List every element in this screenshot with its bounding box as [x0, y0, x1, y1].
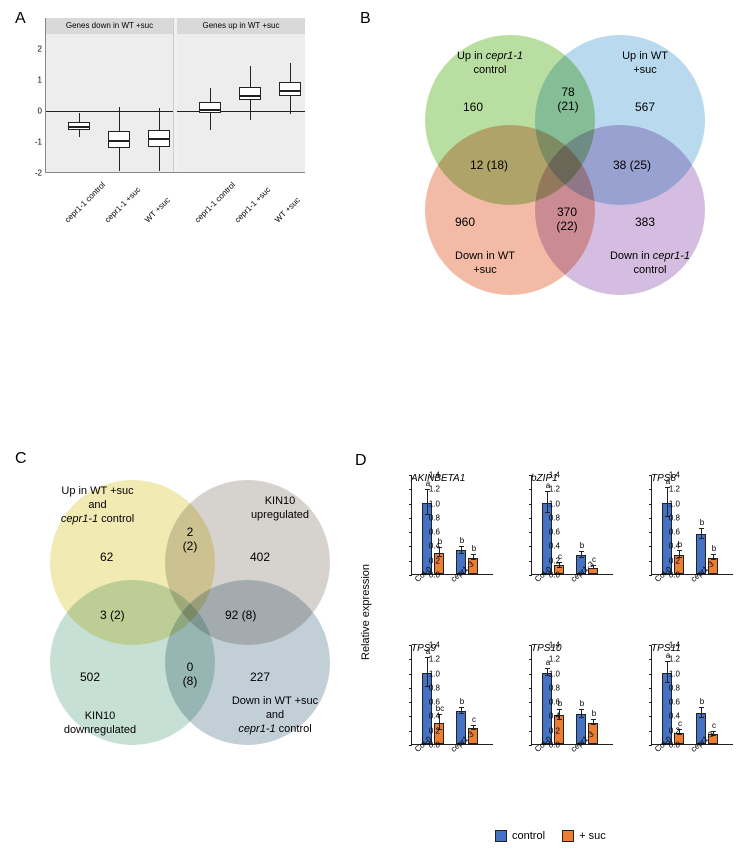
- venn-b-overlap-left: 12 (18): [470, 158, 508, 172]
- facet-right-title: Genes up in WT +suc: [177, 18, 305, 34]
- venn-c-overlap-left: 3 (2): [100, 608, 125, 622]
- panel-c-venn: Up in WT +sucandcepr1-1 control KIN10upr…: [35, 470, 355, 760]
- venn-c-n1: 402: [250, 550, 270, 564]
- venn-c-label-1: KIN10upregulated: [230, 495, 330, 523]
- panel-c-label: C: [15, 450, 27, 468]
- venn-b-label-2: Down in WT+suc: [430, 250, 540, 278]
- panel-d-label: D: [355, 452, 367, 470]
- facet-left: Genes down in WT +suc: [46, 18, 174, 172]
- chart-bzip1: bZIP1acbc0.00.20.40.60.81.01.21.4Col-0ce…: [505, 470, 620, 610]
- venn-c-n3: 227: [250, 670, 270, 684]
- venn-c-overlap-bottom: 0(8): [175, 660, 205, 688]
- venn-b-overlap-right: 38 (25): [613, 158, 651, 172]
- chart-tps8: TPS8abbb0.00.20.40.60.81.01.21.4Col-0cep…: [625, 470, 740, 610]
- venn-b-n0: 160: [463, 100, 483, 114]
- venn-c-label-2: KIN10downregulated: [45, 710, 155, 738]
- panel-b-label: B: [360, 10, 371, 28]
- chart-akinbeta1: AKINBETA1abbb0.00.20.40.60.81.01.21.4Col…: [385, 470, 500, 610]
- facet-left-title: Genes down in WT +suc: [46, 18, 173, 34]
- figure-root: A B C D -2-1012 Genes down in WT +suc Ge…: [10, 10, 733, 842]
- chart-tps11: TPS11acbc0.00.20.40.60.81.01.21.4Col-0ce…: [625, 640, 740, 780]
- legend-control: control: [495, 830, 545, 842]
- boxplot-area: -2-1012 Genes down in WT +suc Genes up i…: [45, 18, 305, 173]
- panel-a-boxplot: -2-1012 Genes down in WT +suc Genes up i…: [45, 18, 305, 228]
- panel-a-label: A: [15, 10, 26, 28]
- chart-tps10: TPS10abbb0.00.20.40.60.81.01.21.4Col-0ce…: [505, 640, 620, 780]
- venn-b-overlap-bottom: 370(22): [547, 205, 587, 233]
- venn-c-label-0: Up in WT +sucandcepr1-1 control: [40, 485, 155, 526]
- venn-c-label-3: Down in WT +sucandcepr1-1 control: [215, 695, 335, 736]
- legend-suc-label: + suc: [579, 830, 606, 842]
- venn-b-overlap-top: 78(21): [548, 85, 588, 113]
- venn-b-label-0: Up in cepr1-1control: [435, 50, 545, 78]
- venn-b-n2: 960: [455, 215, 475, 229]
- venn-b-label-3: Down in cepr1-1control: [595, 250, 705, 278]
- facet-right: Genes up in WT +suc: [177, 18, 305, 172]
- panel-d-barcharts: Relative expression AKINBETA1abbb0.00.20…: [365, 470, 735, 825]
- chart-tps9: TPS9abcbc0.00.20.40.60.81.01.21.4Col-0ce…: [385, 640, 500, 780]
- legend-control-label: control: [512, 830, 545, 842]
- venn-b-n1: 567: [635, 100, 655, 114]
- y-axis-title: Relative expression: [360, 564, 372, 660]
- venn-b-n3: 383: [635, 215, 655, 229]
- venn-c-n0: 62: [100, 550, 113, 564]
- legend-suc: + suc: [562, 830, 606, 842]
- venn-c-overlap-right: 92 (8): [225, 608, 256, 622]
- panel-b-venn: Up in cepr1-1control Up in WT+suc Down i…: [395, 25, 725, 305]
- venn-c-overlap-top: 2(2): [175, 525, 205, 553]
- venn-c-n2: 502: [80, 670, 100, 684]
- legend: control + suc: [495, 830, 620, 845]
- venn-b-label-1: Up in WT+suc: [595, 50, 695, 78]
